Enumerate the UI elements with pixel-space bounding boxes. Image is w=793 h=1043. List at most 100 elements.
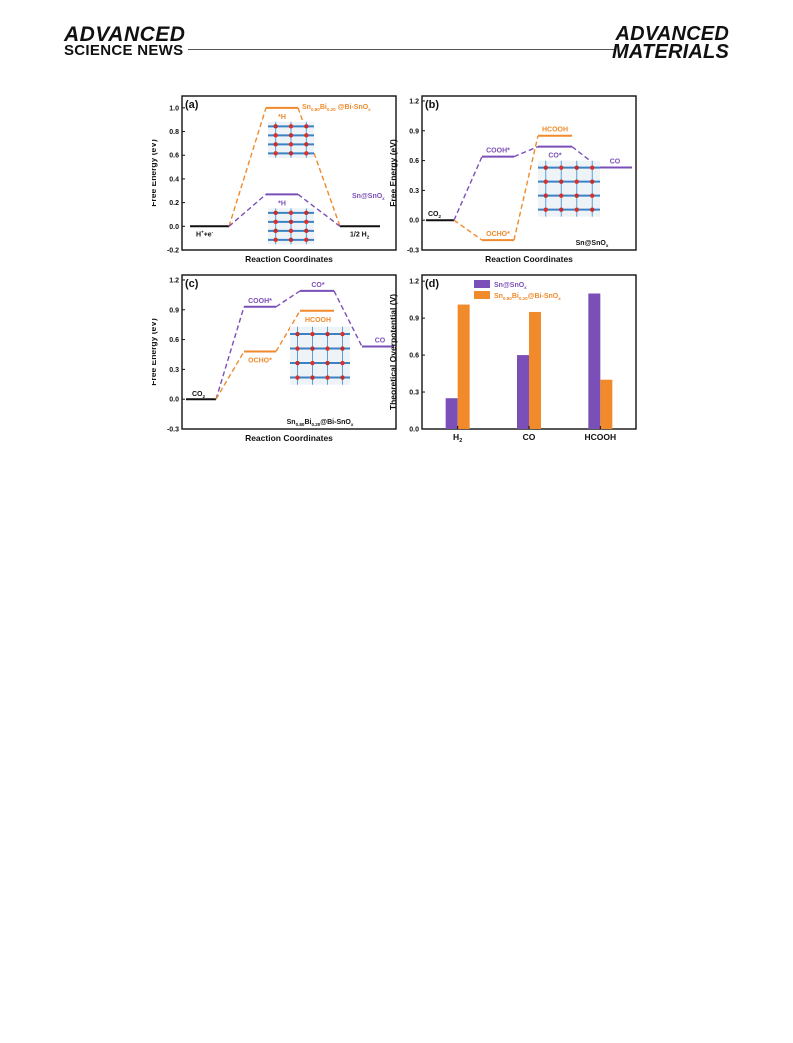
structure-atom <box>288 151 294 156</box>
panel-c: -0.3 0.0 0.3 0.6 0.9 1.2 (c) Reaction Coordinat… <box>152 274 397 443</box>
x-axis-label: Reaction Coordinates <box>245 433 333 443</box>
orange-connector <box>215 351 245 400</box>
structure-atom <box>574 207 579 212</box>
co2-label: CO2 <box>428 211 442 219</box>
purple-state-label: *H <box>278 200 286 207</box>
co2-label: CO2 <box>192 391 206 399</box>
structure-atom <box>273 237 278 243</box>
bar-co-series-2 <box>529 311 541 429</box>
structure-atom <box>590 207 595 212</box>
panel-b: -0.3 0.0 0.3 0.6 0.9 1.2 (b) Reaction Coordinat… <box>388 95 637 264</box>
y-tick-label: 0.8 <box>169 129 179 136</box>
legend-label-snbi: Sn0.80Bi0.20@Bi-SnOx <box>494 293 561 301</box>
panel-d: 0.0 0.3 0.6 0.9 1.2 (d) Theoretical Overpotent… <box>388 274 637 444</box>
purple-connector <box>228 193 267 227</box>
panel-label: (b) <box>425 99 439 111</box>
y-tick-label: 0.0 <box>169 224 179 231</box>
structure-atom <box>310 375 315 380</box>
orange-connector <box>228 107 267 227</box>
structure-atom <box>304 151 309 156</box>
structure-atom <box>340 375 345 380</box>
right-logo-line1: ADVANCED <box>615 23 729 45</box>
y-tick-label: 1.2 <box>169 277 179 284</box>
bar-h2-series-2 <box>457 304 470 429</box>
structure-atom <box>559 165 564 170</box>
structure-atom <box>273 228 278 234</box>
y-tick-label: 0.4 <box>169 176 179 183</box>
legend-label-sn-snox: Sn@SnOx <box>494 282 527 290</box>
structure-background <box>538 160 600 217</box>
purple-connector <box>453 156 483 221</box>
plot-frame <box>181 95 397 251</box>
panel-b-caption: Sn@SnOx <box>576 240 609 248</box>
x-tick-label: CO <box>523 432 536 442</box>
advanced-science-news-logo: ADVANCED SCIENCE NEWS <box>64 24 185 58</box>
y-tick-label: -0.3 <box>407 248 419 255</box>
legend: Sn@SnOx Sn0.80Bi0.20@Bi-SnOx <box>474 280 561 301</box>
structure-atom <box>559 179 564 184</box>
panel-c-caption: Sn0.80Bi0.20@Bi-SnOx <box>287 419 354 427</box>
structure-atom <box>273 210 278 216</box>
legend-swatch-snbi <box>474 291 490 299</box>
right-logo-line2: MATERIALS <box>612 41 729 63</box>
free-energy-figure: -0.2 0.0 0.2 0.4 0.6 0.8 1.0 (a) Reaction Coordi… <box>152 95 637 444</box>
plot-frame <box>181 274 397 430</box>
structure-atom <box>543 165 548 170</box>
structure-atom <box>590 165 595 170</box>
y-tick-label: 0.6 <box>169 337 179 344</box>
structure-atom <box>310 331 315 337</box>
orange-state-label: *H <box>278 114 286 121</box>
panel-label: (d) <box>425 278 439 290</box>
structure-atom <box>543 207 548 212</box>
y-tick-label: 1.2 <box>409 98 419 105</box>
orange-series-name: Sn0.80Bi0.20 @Bi-SnOx <box>302 104 371 112</box>
structure-atom <box>310 360 315 366</box>
purple-connector <box>297 193 341 227</box>
structure-atom <box>574 193 579 198</box>
structure-atom <box>559 207 564 212</box>
structure-atom <box>288 219 294 225</box>
plot-frame <box>421 95 637 251</box>
structure-atom <box>304 124 309 129</box>
structure-atom <box>273 151 278 156</box>
bar-h2-series-1 <box>445 398 458 429</box>
left-logo-line1: ADVANCED <box>64 23 186 46</box>
panel-a: -0.2 0.0 0.2 0.4 0.6 0.8 1.0 (a) Reaction Coordi… <box>152 95 397 264</box>
hcooh-label: HCOOH <box>305 317 331 324</box>
y-tick-label: 0.6 <box>409 158 419 165</box>
structure-atom <box>325 360 330 366</box>
structure-atom <box>543 179 548 184</box>
purple-connector <box>333 290 363 347</box>
header-rule <box>188 49 616 50</box>
y-tick-label: 0.6 <box>169 153 179 160</box>
structure-background <box>290 326 350 385</box>
left-logo-line2: SCIENCE NEWS <box>64 42 184 59</box>
purple-series-name: Sn@SnOx <box>352 193 385 201</box>
y-tick-label: 0.0 <box>169 397 179 404</box>
structure-atom <box>304 133 309 138</box>
hcooh-label: HCOOH <box>542 127 568 134</box>
y-tick-label: 0.6 <box>409 353 419 360</box>
structure-atom <box>295 360 300 366</box>
structure-atom <box>325 375 330 380</box>
structure-atom <box>273 219 278 225</box>
structure-atom <box>340 331 345 337</box>
snbi-structure-image <box>290 326 350 385</box>
bar-hcooh-series-2 <box>600 379 613 429</box>
cooh-label: COOH* <box>248 298 272 305</box>
x-tick-label: H2 <box>453 432 462 444</box>
purple-structure-image <box>268 208 314 245</box>
y-tick-label: 0.9 <box>409 128 419 135</box>
legend-swatch-sn-snox <box>474 280 490 288</box>
structure-atom <box>288 237 294 243</box>
purple-connector <box>513 146 539 158</box>
structure-atom <box>543 193 548 198</box>
orange-connector <box>453 219 483 241</box>
structure-atom <box>340 346 345 351</box>
purple-connector <box>215 306 245 400</box>
y-tick-label: 0.3 <box>169 367 179 374</box>
y-tick-label: 1.2 <box>409 279 419 286</box>
co-ads-label: CO* <box>548 153 562 160</box>
structure-atom <box>295 375 300 380</box>
structure-atom <box>590 193 595 198</box>
